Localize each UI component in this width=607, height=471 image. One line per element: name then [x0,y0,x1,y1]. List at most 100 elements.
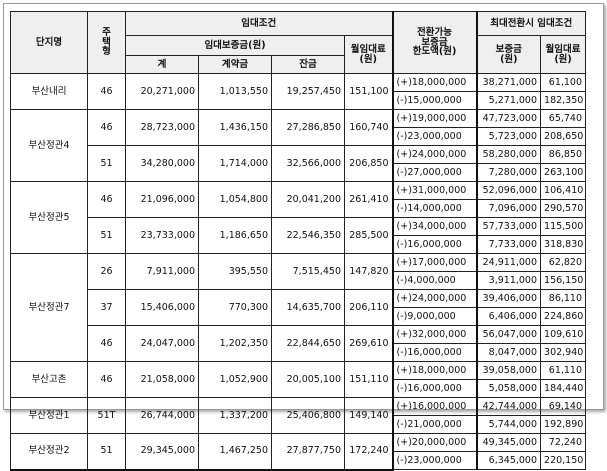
max-deposit-cell: 5,271,000 [475,91,542,110]
max-deposit-cell: 52,096,000 [475,181,542,200]
table-row: 부산고촌 46 21,058,000 1,052,900 20,005,100 151,1… [10,361,587,398]
unit-type-cell: 26 [87,253,126,290]
deposit-total-cell: 15,406,000 [125,289,199,326]
contract-amount-cell: 1,202,350 [198,325,272,362]
max-rent-cell: 182,350 [540,91,587,110]
table-row: (-)9,000,000 6,406,000 224,860 [11,307,587,326]
max-deposit-cell: 57,733,000 [475,217,542,236]
max-deposit-cell: 56,047,000 [475,325,542,344]
header-unit-type: 주 택 형 [87,11,126,74]
table-row: 부산정관2 51 29,345,000 1,467,250 27,877,750 172,… [10,433,587,471]
header-max-conversion: 최대전환시 임대조건 [475,11,587,36]
conversion-decrease-cell: (-)16,000,000 [391,343,478,362]
table-row: 51 34,280,000 1,714,000 32,566,000 206,850 (+… [11,145,587,182]
balance-amount-cell: 27,877,750 [271,433,345,471]
max-deposit-cell: 49,345,000 [475,433,542,452]
max-deposit-cell: 5,058,000 [475,379,542,398]
unit-type-cell: 51 [87,433,126,471]
complex-name-cell: 부산정관7 [10,253,88,362]
unit-type-cell: 51 [87,145,126,182]
deposit-total-cell: 28,723,000 [125,109,199,146]
balance-amount-cell: 27,286,850 [271,109,345,146]
conversion-increase-cell: (+)18,000,000 [391,361,478,380]
header-total: 계 [125,55,199,74]
unit-type-cell: 46 [87,109,126,146]
complex-name-cell: 부산정관4 [10,109,88,182]
conversion-decrease-cell: (-)15,000,000 [391,91,478,110]
balance-amount-cell: 20,041,200 [271,181,345,218]
contract-amount-cell: 770,300 [198,289,272,326]
conversion-increase-cell: (+)32,000,000 [391,325,478,344]
conversion-decrease-cell: (-)9,000,000 [391,307,478,326]
unit-type-cell: 51 [87,217,126,254]
complex-name-cell: 부산정관5 [10,181,88,254]
balance-amount-cell: 20,005,100 [271,361,345,398]
conversion-decrease-cell: (-)23,000,000 [391,127,478,146]
conversion-decrease-cell: (-)21,000,000 [391,415,478,434]
deposit-total-cell: 29,345,000 [125,433,199,471]
monthly-rent-cell: 261,410 [343,181,394,218]
rental-conditions-table: 단지명 주 택 형 임대조건 전환가능 보증금 한도액(원) 최대전환시 임대조… [10,11,587,471]
max-rent-cell: 192,890 [540,415,587,434]
deposit-total-cell: 23,733,000 [125,217,199,254]
balance-amount-cell: 32,566,000 [271,145,345,182]
contract-amount-cell: 395,550 [198,253,272,290]
complex-name-cell: 부산정관2 [10,433,88,471]
max-deposit-cell: 39,406,000 [475,289,542,308]
max-rent-cell: 220,150 [540,451,587,470]
max-deposit-cell: 5,723,000 [475,127,542,146]
max-rent-cell: 208,650 [540,127,587,146]
max-deposit-cell: 3,911,000 [475,271,542,290]
deposit-total-cell: 20,271,000 [125,73,199,110]
contract-amount-cell: 1,186,650 [198,217,272,254]
max-rent-cell: 86,110 [540,289,587,308]
unit-type-cell: 46 [87,73,126,110]
table-row: (-)16,000,000 7,733,000 318,830 [11,235,587,254]
deposit-total-cell: 34,280,000 [125,145,199,182]
max-rent-cell: 184,440 [540,379,587,398]
header-complex: 단지명 [10,11,88,74]
max-deposit-cell: 8,047,000 [475,343,542,362]
max-deposit-cell: 5,744,000 [475,415,542,434]
max-rent-cell: 61,100 [540,73,587,92]
table-body: 부산내리 46 20,271,000 1,013,550 19,257,450 151,1… [10,73,587,471]
max-deposit-cell: 7,280,000 [475,163,542,182]
conversion-decrease-cell: (-)23,000,000 [391,451,478,470]
conversion-increase-cell: (+)31,000,000 [391,181,478,200]
deposit-total-cell: 21,096,000 [125,181,199,218]
complex-name-cell: 부산고촌 [10,361,88,398]
header-max-rent: 월임대료 (원) [540,35,587,74]
max-deposit-cell: 7,096,000 [475,199,542,218]
max-deposit-cell: 58,280,000 [475,145,542,164]
table-row: (-)16,000,000 8,047,000 302,940 [11,343,587,362]
monthly-rent-cell: 206,850 [343,145,394,182]
conversion-increase-cell: (+)18,000,000 [391,73,478,92]
monthly-rent-cell: 151,110 [343,361,394,398]
max-rent-cell: 86,850 [540,145,587,164]
complex-name-cell: 부산내리 [10,73,88,110]
deposit-total-cell: 24,047,000 [125,325,199,362]
monthly-rent-cell: 269,610 [343,325,394,362]
contract-amount-cell: 1,054,800 [198,181,272,218]
conversion-decrease-cell: (-)16,000,000 [391,379,478,398]
monthly-rent-cell: 147,820 [343,253,394,290]
balance-amount-cell: 19,257,450 [271,73,345,110]
complex-name-cell: 부산정관1 [10,397,88,434]
max-rent-cell: 62,820 [540,253,587,272]
max-deposit-cell: 6,406,000 [475,307,542,326]
deposit-total-cell: 21,058,000 [125,361,199,398]
contract-amount-cell: 1,052,900 [198,361,272,398]
max-rent-cell: 156,150 [540,271,587,290]
conversion-increase-cell: (+)17,000,000 [391,253,478,272]
header-monthly-rent: 월임대료 (원) [343,35,394,74]
max-deposit-cell: 24,911,000 [475,253,542,272]
deposit-total-cell: 7,911,000 [125,253,199,290]
monthly-rent-cell: 149,140 [343,397,394,434]
header-max-deposit: 보증금 (원) [475,35,542,74]
monthly-rent-cell: 206,110 [343,289,394,326]
unit-type-cell: 46 [87,325,126,362]
max-rent-cell: 318,830 [540,235,587,254]
conversion-decrease-cell: (-)27,000,000 [391,163,478,182]
unit-type-cell: 46 [87,181,126,218]
contract-amount-cell: 1,436,150 [198,109,272,146]
